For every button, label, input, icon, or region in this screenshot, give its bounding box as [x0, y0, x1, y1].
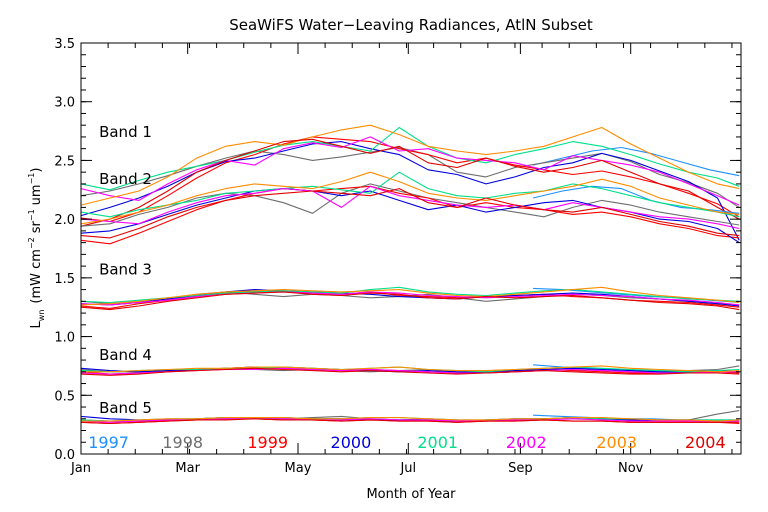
- band-label: Band 1: [99, 123, 152, 141]
- series-line-1997-band1: [532, 146, 740, 177]
- x-tick-label: Mar: [175, 461, 200, 476]
- series-line-2002-band1: [80, 136, 740, 206]
- year-legend-label: 2003: [596, 433, 637, 452]
- year-legend-label: 1999: [247, 433, 288, 452]
- y-tick-label: 3.0: [54, 96, 75, 111]
- series-line-2004-band4: [80, 367, 740, 376]
- series-line-1998-band1: [80, 146, 740, 208]
- y-tick-label: 1.5: [54, 272, 75, 287]
- y-axis-label-main: L: [29, 320, 44, 328]
- year-legend-label: 1997: [88, 433, 129, 452]
- band-label: Band 4: [99, 346, 152, 364]
- series-line-2001-band3: [80, 286, 740, 304]
- y-axis-label: Lwn(mW cm−2sr−1um−1): [27, 168, 46, 329]
- x-tick-label: Sep: [508, 461, 533, 476]
- y-axis-label-end: um: [29, 184, 44, 205]
- series-line-2003-band4: [81, 365, 740, 373]
- x-axis-label: Month of Year: [366, 487, 456, 502]
- year-legend-label: 2002: [506, 433, 547, 452]
- series-line-2003-band1: [80, 124, 740, 206]
- series-line-2004-band1: [80, 138, 740, 227]
- y-axis-label-open: (mW cm: [29, 249, 44, 304]
- series-line-2004-band2: [80, 188, 740, 239]
- band-label: Band 3: [99, 260, 152, 278]
- y-tick-label: 3.5: [54, 37, 75, 52]
- series-line-2001-band1: [80, 126, 740, 191]
- y-axis-label-mid: sr: [29, 220, 44, 233]
- plot-frame: [80, 42, 742, 455]
- y-tick-label: 2.5: [54, 154, 75, 169]
- y-axis-label-exp2: −1: [27, 209, 36, 221]
- band-label: Band 5: [99, 399, 152, 417]
- axes-layer: Jan Mar May Jul Sep Nov 0.0 0.5 1.0 1.5 2.0 2.5 3.0 3…: [54, 37, 742, 476]
- series-line-2000-band1: [80, 141, 740, 241]
- y-axis-label-close: ): [29, 168, 44, 173]
- series-line-1999-band2: [80, 185, 740, 245]
- band-label: Band 2: [99, 170, 152, 188]
- y-axis-label-exp3: −1: [27, 173, 36, 185]
- y-tick-label: 0.5: [54, 389, 75, 404]
- year-legend: 1997 1998 1999 2000 2001 2002 2003 2004: [88, 433, 725, 452]
- series-line-2002-band2: [80, 185, 740, 230]
- x-tick-label: Nov: [618, 461, 644, 476]
- chart-title: SeaWiFS Water−Leaving Radiances, AtlN Su…: [229, 16, 593, 34]
- y-tick-label: 0.0: [54, 448, 75, 463]
- series-line-2003-band3: [80, 286, 740, 306]
- series-line-2004-band3: [80, 291, 740, 311]
- x-tick-label: Jan: [70, 461, 91, 476]
- series-line-1998-band2: [80, 183, 740, 227]
- series-line-2001-band2: [80, 171, 740, 218]
- series-line-1999-band1: [80, 136, 740, 223]
- series-line-2003-band5: [81, 417, 740, 422]
- y-tick-label: 1.0: [54, 331, 75, 346]
- series-line-2002-band3: [80, 291, 740, 306]
- y-tick-label: 2.0: [54, 213, 75, 228]
- series-layer: [80, 124, 740, 425]
- band-labels: Band 1 Band 2 Band 3 Band 4 Band 5: [99, 123, 152, 417]
- x-tick-label: May: [285, 461, 312, 476]
- year-legend-label: 1998: [162, 433, 203, 452]
- series-line-2004-band5: [80, 418, 740, 425]
- y-axis-label-exp1: −2: [27, 237, 36, 249]
- y-axis-label-sub: wn: [37, 310, 46, 322]
- x-tick-label: Jul: [399, 461, 416, 476]
- year-legend-label: 2004: [685, 433, 726, 452]
- year-legend-label: 2000: [331, 433, 372, 452]
- series-line-2003-band2: [80, 171, 740, 225]
- year-legend-label: 2001: [417, 433, 458, 452]
